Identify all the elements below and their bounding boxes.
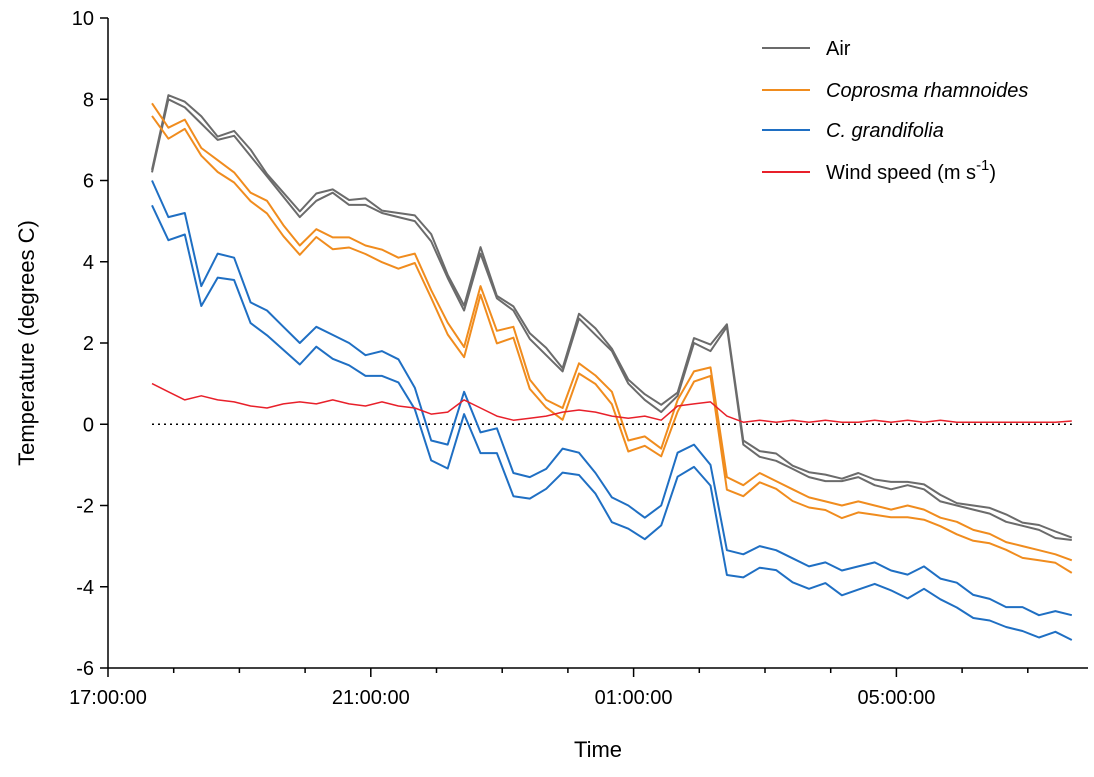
series-line-c-grandifolia (151, 180, 1073, 617)
series-layer (151, 94, 1073, 641)
x-tick-label: 21:00:00 (332, 687, 410, 709)
series-line-air (151, 98, 1072, 541)
y-tick-label: -4 (76, 577, 94, 599)
legend-label-air: Air (826, 38, 851, 60)
y-tick-label: 8 (83, 89, 94, 111)
series-line-coprosma-rhamnoides (151, 115, 1073, 574)
y-tick-label: 10 (72, 8, 94, 30)
ticks-layer: -6 -4 -2 0 2 4 6 8 10 17:00:00 21:00:00 01:00:00 05:… (69, 8, 1029, 709)
y-tick-label: 6 (83, 171, 94, 193)
y-tick-label: -2 (76, 496, 94, 518)
legend-label-coprosma: Coprosma rhamnoides (826, 80, 1028, 102)
legend-superscript: -1 (976, 157, 989, 174)
y-axis-title: Temperature (degrees C) (14, 220, 39, 466)
series-line-coprosma-rhamnoides (151, 102, 1073, 562)
series-line-c-grandifolia (151, 204, 1073, 641)
series-line-air (151, 94, 1073, 539)
x-axis-title: Time (574, 737, 622, 762)
legend-label-grandifolia: C. grandifolia (826, 120, 944, 142)
x-tick-label: 01:00:00 (595, 687, 673, 709)
y-tick-label: -6 (76, 658, 94, 680)
axes-layer (107, 18, 1088, 669)
series-line-wind-speed-m-s-1- (151, 382, 1072, 423)
x-tick-label: 05:00:00 (857, 687, 935, 709)
legend-label-wind: Wind speed (m s-1) (826, 157, 996, 184)
x-tick-label: 17:00:00 (69, 687, 147, 709)
legend: Air Coprosma rhamnoides C. grandifolia Wind… (762, 38, 1028, 184)
y-tick-label: 0 (83, 414, 94, 436)
legend-suffix: ) (989, 162, 996, 184)
y-tick-label: 2 (83, 333, 94, 355)
y-tick-label: 4 (83, 252, 94, 274)
